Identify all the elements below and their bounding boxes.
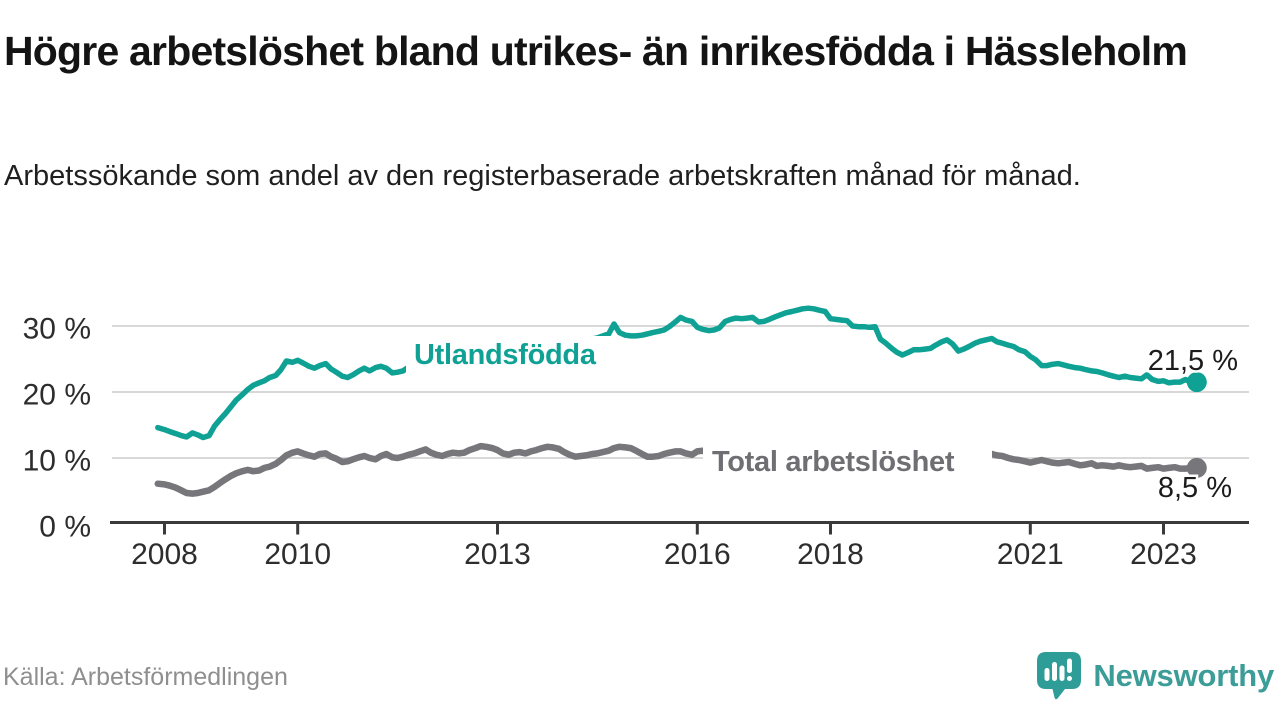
y-axis-label-10: 10 %: [23, 445, 91, 478]
x-axis-label-2018: 2018: [797, 538, 864, 571]
newsworthy-logo: Newsworthy: [1036, 651, 1274, 700]
series-label-mask-0: [406, 336, 616, 378]
series-line-total: [154, 442, 1201, 497]
series-label-utlandsfodda: Utlandsfödda: [414, 339, 597, 371]
logo-exclamation-bar: [1067, 658, 1073, 673]
y-axis-label-0: 0 %: [39, 511, 91, 544]
logo-exclamation-dot: [1067, 676, 1073, 681]
y-axis-label-20: 20 %: [23, 379, 91, 412]
page-title: Högre arbetslöshet bland utrikes- än inr…: [4, 28, 1188, 74]
x-axis-label-2010: 2010: [264, 538, 331, 571]
x-axis-label-2023: 2023: [1130, 538, 1197, 571]
x-axis-label-2021: 2021: [997, 538, 1064, 571]
chart-header: Högre arbetslöshet bland utrikes- än inr…: [4, 24, 1254, 79]
newsworthy-wordmark: Newsworthy: [1093, 657, 1274, 693]
series-line-utlandsfodda: [155, 305, 1200, 441]
newsworthy-bubble-icon: [1037, 652, 1082, 700]
logo-bubble-shape: [1037, 652, 1082, 700]
logo-bar-1: [1044, 668, 1050, 681]
series-end-dot-total: [1186, 457, 1207, 478]
y-axis-label-30: 30 %: [23, 313, 91, 346]
series-label-total: Total arbetslöshet: [712, 446, 955, 478]
chart-subtitle: Arbetssökande som andel av den registerb…: [4, 160, 1081, 192]
series-end-value-total: 8,5 %: [1158, 472, 1232, 504]
x-axis-label-2016: 2016: [664, 538, 731, 571]
series-label-mask-1: [703, 443, 992, 480]
x-axis-label-2008: 2008: [131, 538, 198, 571]
series-end-value-utlandsfodda: 21,5 %: [1148, 345, 1238, 377]
logo-bar-2: [1052, 662, 1058, 681]
source-note: Källa: Arbetsförmedlingen: [3, 663, 288, 691]
logo-bar-3: [1059, 665, 1065, 681]
x-axis-label-2013: 2013: [464, 538, 531, 571]
series-end-dot-utlandsfodda: [1186, 372, 1207, 393]
